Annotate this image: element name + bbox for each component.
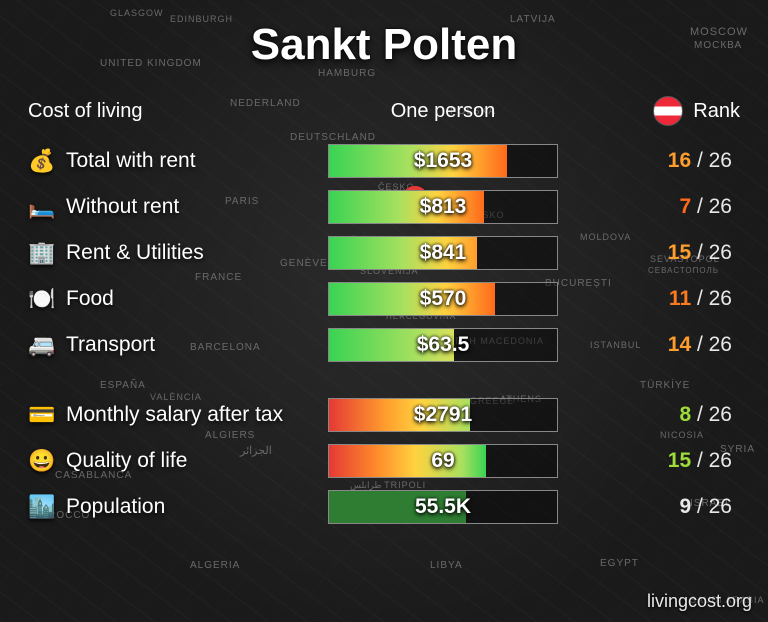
rank-number: 15 bbox=[668, 241, 691, 264]
metric-row: 🚐Transport$63.514 / 26 bbox=[28, 322, 740, 368]
rank-total: / 26 bbox=[691, 449, 732, 472]
rank-total: / 26 bbox=[691, 195, 732, 218]
metric-value: $1653 bbox=[329, 145, 557, 177]
metric-bar: $841 bbox=[328, 236, 558, 270]
metric-label-text: Without rent bbox=[66, 195, 179, 219]
rank-total: / 26 bbox=[691, 149, 732, 172]
metric-label: 🛏️ Without rent bbox=[28, 194, 328, 220]
metric-label-text: Quality of life bbox=[66, 449, 187, 473]
metric-label: 🏢 Rent & Utilities bbox=[28, 240, 328, 266]
metric-label: 💰 Total with rent bbox=[28, 148, 328, 174]
metric-rank: 15 / 26 bbox=[558, 241, 740, 265]
header-cost-of-living: Cost of living bbox=[28, 100, 328, 123]
rank-number: 14 bbox=[668, 333, 691, 356]
metric-rank: 11 / 26 bbox=[558, 287, 740, 311]
metric-emoji-icon: 💰 bbox=[28, 148, 56, 174]
rank-number: 15 bbox=[668, 449, 691, 472]
metric-rank: 9 / 26 bbox=[558, 495, 740, 519]
metric-row: 💰Total with rent$165316 / 26 bbox=[28, 138, 740, 184]
metric-label: 🏙️ Population bbox=[28, 494, 328, 520]
rank-total: / 26 bbox=[691, 495, 732, 518]
metric-label-text: Population bbox=[66, 495, 165, 519]
rank-number: 16 bbox=[668, 149, 691, 172]
metric-label-text: Rent & Utilities bbox=[66, 241, 204, 265]
row-gap bbox=[28, 368, 740, 392]
metric-rank: 15 / 26 bbox=[558, 449, 740, 473]
metric-rank: 7 / 26 bbox=[558, 195, 740, 219]
metric-bar: 69 bbox=[328, 444, 558, 478]
metric-emoji-icon: 🛏️ bbox=[28, 194, 56, 220]
metric-rank: 8 / 26 bbox=[558, 403, 740, 427]
metric-bar: $813 bbox=[328, 190, 558, 224]
metric-label: 🚐 Transport bbox=[28, 332, 328, 358]
metric-label: 💳 Monthly salary after tax bbox=[28, 402, 328, 428]
rank-total: / 26 bbox=[691, 403, 732, 426]
content: Sankt Polten Cost of living One person R… bbox=[0, 0, 768, 530]
metric-row: 🏙️Population55.5K9 / 26 bbox=[28, 484, 740, 530]
metric-bar: $2791 bbox=[328, 398, 558, 432]
rank-number: 11 bbox=[669, 287, 691, 310]
rank-number: 9 bbox=[679, 495, 691, 518]
metric-emoji-icon: 🍽️ bbox=[28, 286, 56, 312]
metric-row: 😀Quality of life6915 / 26 bbox=[28, 438, 740, 484]
metric-bar: 55.5K bbox=[328, 490, 558, 524]
metric-value: $570 bbox=[329, 283, 557, 315]
metric-rank: 14 / 26 bbox=[558, 333, 740, 357]
metric-bar: $63.5 bbox=[328, 328, 558, 362]
metric-label: 🍽️ Food bbox=[28, 286, 328, 312]
rank-number: 7 bbox=[679, 195, 691, 218]
rank-total: / 26 bbox=[691, 287, 732, 310]
footer-attribution: livingcost.org bbox=[647, 591, 752, 612]
column-headers: Cost of living One person Rank bbox=[28, 96, 740, 126]
rank-total: / 26 bbox=[691, 333, 732, 356]
metric-bar: $570 bbox=[328, 282, 558, 316]
metric-label: 😀 Quality of life bbox=[28, 448, 328, 474]
metric-emoji-icon: 🏙️ bbox=[28, 494, 56, 520]
header-one-person: One person bbox=[328, 100, 558, 123]
metric-row: 💳Monthly salary after tax$27918 / 26 bbox=[28, 392, 740, 438]
metric-emoji-icon: 💳 bbox=[28, 402, 56, 428]
metric-value: $841 bbox=[329, 237, 557, 269]
metric-label-text: Transport bbox=[66, 333, 155, 357]
metric-emoji-icon: 😀 bbox=[28, 448, 56, 474]
flag-icon bbox=[653, 96, 683, 126]
metric-value: $63.5 bbox=[329, 329, 557, 361]
metric-row: 🛏️Without rent$8137 / 26 bbox=[28, 184, 740, 230]
rank-total: / 26 bbox=[691, 241, 732, 264]
metric-value: 69 bbox=[329, 445, 557, 477]
page-title: Sankt Polten bbox=[28, 20, 740, 70]
metric-label-text: Food bbox=[66, 287, 114, 311]
header-rank-label: Rank bbox=[693, 100, 740, 123]
rows-container: 💰Total with rent$165316 / 26🛏️Without re… bbox=[28, 138, 740, 530]
rank-number: 8 bbox=[679, 403, 691, 426]
metric-emoji-icon: 🚐 bbox=[28, 332, 56, 358]
metric-value: $813 bbox=[329, 191, 557, 223]
header-rank: Rank bbox=[558, 96, 740, 126]
metric-label-text: Monthly salary after tax bbox=[66, 403, 283, 427]
metric-label-text: Total with rent bbox=[66, 149, 196, 173]
metric-row: 🍽️Food$57011 / 26 bbox=[28, 276, 740, 322]
metric-rank: 16 / 26 bbox=[558, 149, 740, 173]
metric-emoji-icon: 🏢 bbox=[28, 240, 56, 266]
metric-value: $2791 bbox=[329, 399, 557, 431]
metric-bar: $1653 bbox=[328, 144, 558, 178]
metric-row: 🏢Rent & Utilities$84115 / 26 bbox=[28, 230, 740, 276]
metric-value: 55.5K bbox=[329, 491, 557, 523]
